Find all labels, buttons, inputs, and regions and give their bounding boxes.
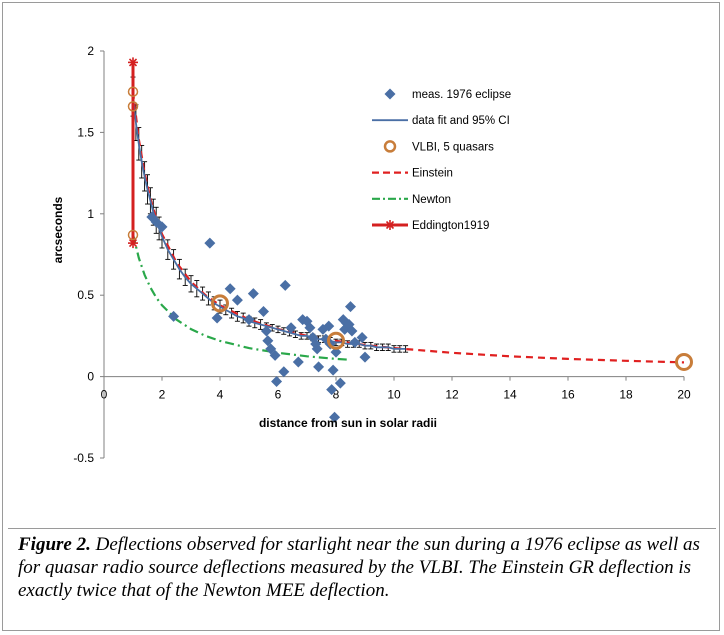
meas-1976-point xyxy=(271,375,283,387)
meas-1976-point xyxy=(304,322,316,334)
legend-symbol xyxy=(383,140,397,153)
meas-1976-point xyxy=(349,336,361,348)
legend-item-meas-1976: meas. 1976 eclipse xyxy=(384,88,511,101)
meas-1976-point xyxy=(243,314,255,326)
vlbi-point xyxy=(127,86,139,97)
x-tick-label: 0 xyxy=(101,388,108,402)
legend-item-newton: Newton xyxy=(372,194,451,206)
meas-1976-point xyxy=(211,312,223,324)
meas-1976-point xyxy=(168,310,180,322)
meas-1976-point xyxy=(247,288,259,300)
figure-caption: Figure 2. Deflections observed for starl… xyxy=(8,528,716,629)
y-tick-label: -0.5 xyxy=(73,451,94,465)
meas-1976-point xyxy=(279,279,291,291)
y-tick-label: 0 xyxy=(87,370,94,384)
vlbi-point xyxy=(127,101,139,112)
legend-label: Eddington1919 xyxy=(412,220,489,232)
meas-1976-point xyxy=(204,237,216,249)
meas-1976-point xyxy=(260,325,272,337)
x-tick-label: 18 xyxy=(619,388,633,402)
vlbi-point xyxy=(211,294,229,313)
legend-label: data fit and 95% CI xyxy=(412,115,510,127)
caption-text: Deflections observed for starlight near … xyxy=(18,534,700,601)
meas-1976-point xyxy=(313,361,325,373)
vlbi-point xyxy=(327,331,345,350)
legend-item-data-fit: data fit and 95% CI xyxy=(372,115,510,127)
vlbi-point xyxy=(127,229,139,241)
meas-1976-point xyxy=(330,346,342,358)
x-tick-label: 4 xyxy=(217,388,224,402)
x-tick-label: 2 xyxy=(159,388,166,402)
meas-1976-point xyxy=(269,349,281,361)
meas-1976-point xyxy=(278,366,290,378)
chart: -0.500.511.520 2 4 6 8 10 12 14 16 18 20 meas. 197… xyxy=(51,44,693,465)
legend-item-einstein: Einstein xyxy=(372,168,453,180)
x-tick-label: 10 xyxy=(387,388,401,402)
y-tick-label: 0.5 xyxy=(77,288,94,302)
meas-1976-point xyxy=(323,320,335,332)
meas-1976-point xyxy=(285,322,297,334)
meas-1976-point xyxy=(311,343,323,355)
meas-1976-point xyxy=(356,332,368,344)
legend-label: VLBI, 5 quasars xyxy=(412,141,494,153)
einstein-line xyxy=(131,91,685,364)
meas-1976-point xyxy=(231,294,243,306)
x-tick-label: 6 xyxy=(275,388,282,402)
legend-star xyxy=(385,220,395,230)
legend-label: Einstein xyxy=(412,168,453,180)
meas-1976-point xyxy=(262,335,274,347)
newton-line xyxy=(131,233,351,361)
y-tick-label: 1 xyxy=(87,207,94,221)
legend: meas. 1976 eclipse data fit and 95% CI VLB… xyxy=(372,88,511,232)
meas-1976-point xyxy=(326,384,338,396)
meas-1976-point xyxy=(334,377,346,389)
meas-1976-point xyxy=(258,305,269,317)
x-tick-label: 8 xyxy=(333,388,340,402)
y-axis-title: arcseconds xyxy=(51,196,65,263)
legend-item-eddington1919: Eddington1919 xyxy=(372,220,489,232)
meas-1976-point xyxy=(156,221,168,233)
legend-symbol xyxy=(384,88,396,100)
x-tick-label: 20 xyxy=(677,388,691,402)
confidence-interval-bars xyxy=(130,76,409,353)
legend-label: meas. 1976 eclipse xyxy=(412,89,511,101)
data-fit-line xyxy=(132,96,406,350)
x-axis-title: distance from sun in solar radii xyxy=(259,416,437,430)
meas-1976-point xyxy=(346,325,358,337)
meas-1976-point xyxy=(359,351,371,363)
x-tick-label: 16 xyxy=(561,388,575,402)
x-tick-label: 12 xyxy=(445,388,459,402)
axes: -0.500.511.520 2 4 6 8 10 12 14 16 18 20 xyxy=(73,44,691,465)
caption-label: Figure 2. xyxy=(18,534,91,555)
eddington1919-point xyxy=(128,57,138,68)
series-points xyxy=(127,57,693,423)
meas-1976-point xyxy=(224,283,236,295)
y-tick-label: 1.5 xyxy=(77,125,94,139)
meas-1976-point xyxy=(329,411,341,423)
legend-label: Newton xyxy=(412,194,451,206)
y-tick-label: 2 xyxy=(87,44,94,58)
meas-1976-point xyxy=(292,356,304,368)
meas-1976-point xyxy=(345,301,356,313)
legend-item-vlbi: VLBI, 5 quasars xyxy=(383,140,494,153)
meas-1976-point xyxy=(327,364,339,376)
x-tick-label: 14 xyxy=(503,388,517,402)
vlbi-point xyxy=(675,352,693,371)
